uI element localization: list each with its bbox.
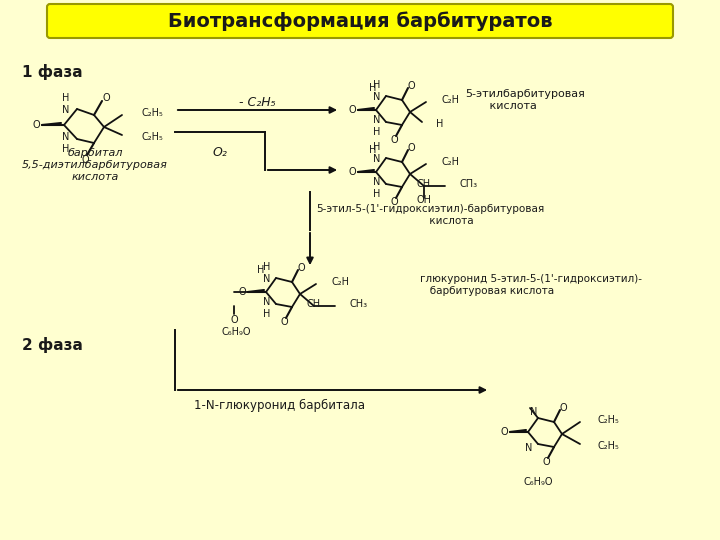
Text: H
N: H N <box>263 262 270 284</box>
Text: O: O <box>238 287 246 297</box>
Text: O₂: O₂ <box>212 145 228 159</box>
Text: N
H: N H <box>263 297 270 319</box>
Text: - C₂H₅: - C₂H₅ <box>239 97 275 110</box>
Text: N
H: N H <box>373 177 380 199</box>
Text: O: O <box>408 81 415 91</box>
Text: O: O <box>390 197 398 207</box>
Text: СП₃: СП₃ <box>460 179 478 189</box>
Text: O: O <box>81 155 89 165</box>
Text: C₂H: C₂H <box>442 157 460 167</box>
Text: O: O <box>297 263 305 273</box>
Text: O: O <box>280 317 288 327</box>
Text: N: N <box>531 407 538 417</box>
Text: барбитал
5,5-диэтилбарбитуровая
кислота: барбитал 5,5-диэтилбарбитуровая кислота <box>22 148 168 181</box>
FancyBboxPatch shape <box>47 4 673 38</box>
Text: C₆H₉O: C₆H₉O <box>523 477 553 487</box>
Text: H
N: H N <box>373 142 380 164</box>
Text: C₂H: C₂H <box>442 95 460 105</box>
Text: H: H <box>436 119 444 129</box>
Text: CH: CH <box>417 179 431 189</box>
Text: O: O <box>390 135 398 145</box>
Text: N
H: N H <box>373 115 380 137</box>
Text: 1 фаза: 1 фаза <box>22 64 83 80</box>
Text: 1-N-глюкуронид барбитала: 1-N-глюкуронид барбитала <box>194 399 366 411</box>
Text: O: O <box>559 403 567 413</box>
Text: N
H: N H <box>62 132 69 154</box>
Text: H
N: H N <box>373 80 380 102</box>
Text: O: O <box>348 105 356 115</box>
Text: O: O <box>102 93 110 103</box>
Text: глюкуронид 5-этил-5-(1'-гидроксиэтил)-
   барбитуровая кислота: глюкуронид 5-этил-5-(1'-гидроксиэтил)- б… <box>420 274 642 296</box>
Text: O: O <box>408 143 415 153</box>
Text: O: O <box>230 315 238 325</box>
Text: O: O <box>348 167 356 177</box>
Text: CH₃: CH₃ <box>350 299 368 309</box>
Text: O: O <box>32 120 40 130</box>
Text: H: H <box>369 145 377 155</box>
Text: CH: CH <box>307 299 321 309</box>
Text: H: H <box>369 83 377 93</box>
Text: N: N <box>525 443 532 453</box>
Text: 2 фаза: 2 фаза <box>22 337 83 353</box>
Text: O: O <box>500 427 508 437</box>
Text: C₂H: C₂H <box>332 277 350 287</box>
Text: C₂H₅: C₂H₅ <box>597 441 618 451</box>
Text: Биотрансформация барбитуратов: Биотрансформация барбитуратов <box>168 11 552 31</box>
Text: C₂H₅: C₂H₅ <box>142 132 163 142</box>
Text: 5-этил-5-(1'-гидроксиэтил)-барбитуровая
             кислота: 5-этил-5-(1'-гидроксиэтил)-барбитуровая … <box>316 204 544 226</box>
Text: C₂H₅: C₂H₅ <box>597 415 618 425</box>
Text: H: H <box>257 265 265 275</box>
Text: 5-этилбарбитуровая
       кислота: 5-этилбарбитуровая кислота <box>465 89 585 111</box>
Text: O: O <box>542 457 550 467</box>
Text: OH: OH <box>416 195 431 205</box>
Text: H
N: H N <box>62 93 69 115</box>
Text: C₂H₅: C₂H₅ <box>142 108 163 118</box>
Text: C₆H₉O: C₆H₉O <box>221 327 251 337</box>
